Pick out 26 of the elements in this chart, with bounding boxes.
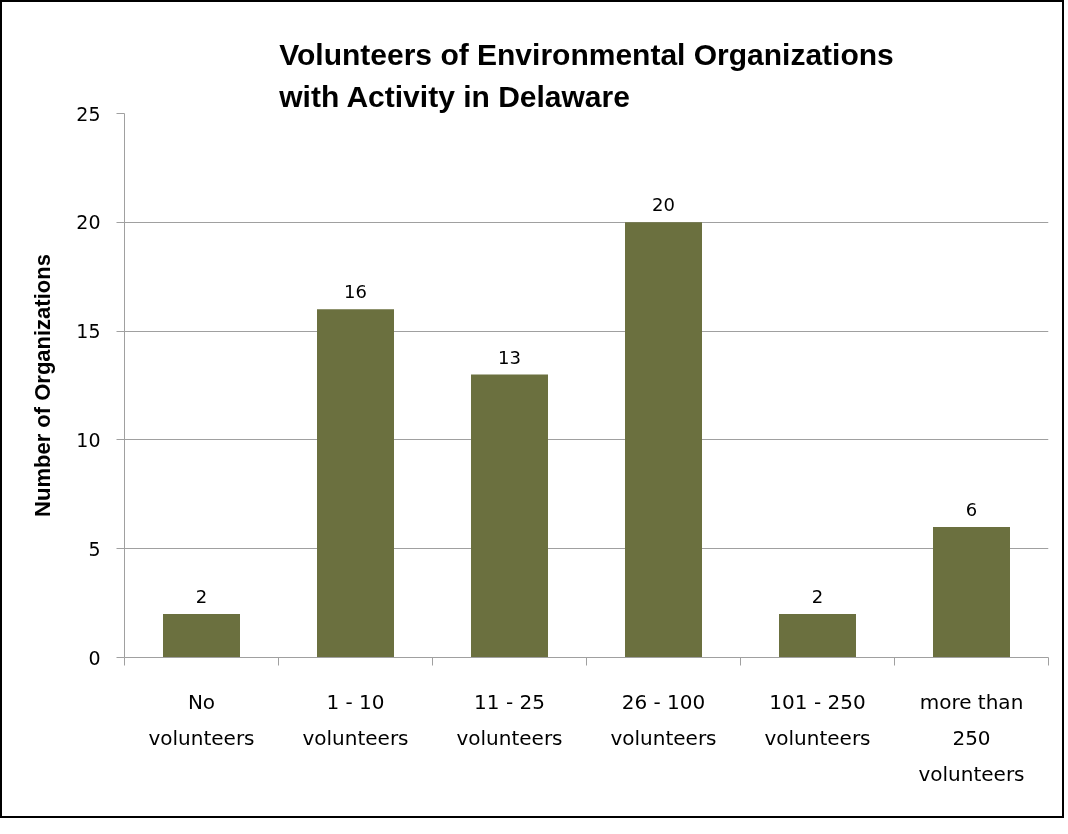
bar [317, 309, 394, 658]
y-tick-label: 5 [88, 537, 101, 560]
x-tick-label: 101 - 250 volunteers [764, 689, 871, 750]
y-tick-label: 25 [76, 102, 101, 125]
data-label: 6 [965, 498, 978, 520]
y-tick-label: 10 [76, 428, 101, 451]
data-label: 13 [498, 346, 521, 368]
y-tick-label: 15 [76, 320, 101, 343]
data-label: 16 [344, 281, 367, 303]
chart-title: Volunteers of Environmental Organizations with Activity in Delaware [278, 38, 894, 113]
x-tick-label: more than 250 volunteers [918, 689, 1025, 786]
y-tick-label: 0 [88, 646, 101, 669]
bar [933, 526, 1010, 658]
x-tick-label: 1 - 10 volunteers [302, 689, 409, 750]
x-tick-label: No volunteers [148, 689, 255, 750]
bar [625, 222, 702, 658]
data-label: 20 [652, 194, 675, 216]
bar [471, 374, 548, 658]
data-label: 2 [195, 585, 208, 607]
x-tick-label: 11 - 25 volunteers [456, 689, 563, 750]
data-label: 2 [811, 585, 824, 607]
bar [779, 613, 856, 658]
y-tick-label: 20 [76, 211, 101, 234]
x-tick-label: 26 - 100 volunteers [610, 689, 717, 750]
y-axis-title: Number of Organizations [30, 254, 56, 517]
bar [163, 613, 240, 658]
